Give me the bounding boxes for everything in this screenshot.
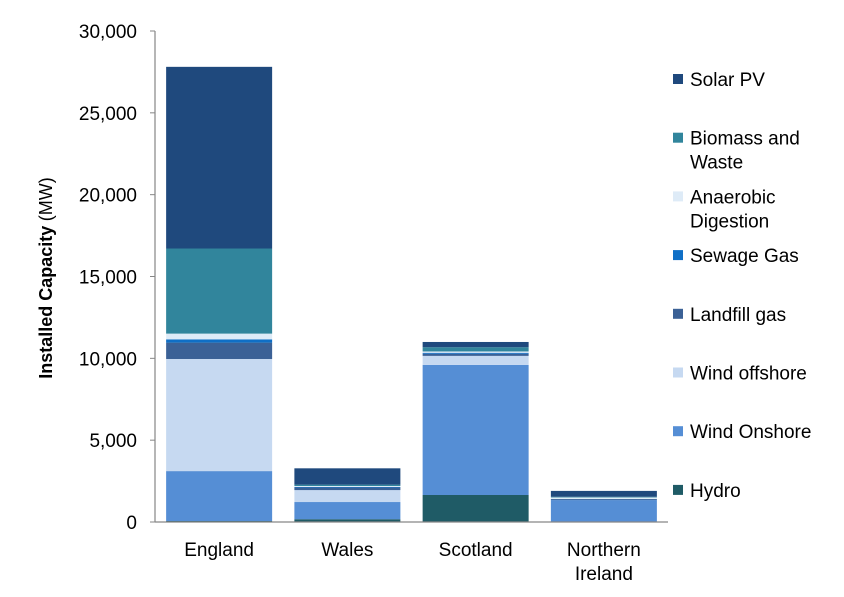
legend-label-1: Wind Onshore	[690, 422, 811, 443]
legend-swatch-7	[673, 74, 683, 84]
bar-segment-4-0	[166, 339, 273, 343]
bars-group	[166, 66, 657, 522]
x-tick-label-0: England	[184, 540, 254, 561]
y-axis-title-main: Installed Capacity	[36, 226, 56, 379]
bar-segment-5-2	[422, 351, 529, 353]
bar-segment-0-1	[294, 519, 401, 522]
legend-swatch-0	[673, 484, 683, 495]
bar-segment-1-2	[422, 364, 529, 495]
y-tick-labels: 0 5,000 10,000 15,000 20,000 25,000 30,000	[79, 22, 155, 534]
y-tick-label-3: 15,000	[79, 268, 137, 289]
bar-segment-7-0	[166, 66, 273, 249]
bar-segment-1-1	[294, 502, 401, 520]
bar-segment-3-3	[550, 499, 657, 501]
legend-swatch-5	[673, 191, 683, 202]
bar-segment-6-2	[422, 347, 529, 352]
y-tick-label-0: 0	[126, 513, 137, 534]
legend-label-7: Solar PV	[690, 70, 765, 91]
bar-segment-1-0	[166, 471, 273, 522]
bar-segment-2-0	[166, 358, 273, 472]
bar-segment-3-0	[166, 342, 273, 359]
legend-swatch-2	[673, 367, 683, 378]
legend-label-5: Anaerobic Digestion	[690, 187, 776, 232]
bar-segment-7-1	[294, 468, 401, 485]
legend-swatch-4	[673, 250, 683, 261]
bar-segment-3-2	[422, 353, 529, 356]
legend-swatch-1	[673, 426, 683, 437]
bar-segment-5-3	[550, 497, 657, 499]
bar-segment-5-1	[294, 485, 401, 487]
legend-swatch-3	[673, 308, 683, 319]
bar-segment-4-2	[422, 352, 529, 354]
y-axis-title-unit: (MW)	[36, 177, 56, 221]
bar-segment-5-0	[166, 333, 273, 340]
legend-label-3: Landfill gas	[690, 305, 786, 326]
bar-segment-2-1	[294, 490, 401, 503]
bar-segment-2-2	[422, 355, 529, 365]
legend: Solar PV Biomass and Waste Anaerobic Digesti…	[673, 70, 811, 502]
x-tick-label-1: Wales	[321, 540, 373, 561]
bar-segment-6-1	[294, 484, 401, 486]
x-tick-label-2: Scotland	[439, 540, 513, 561]
legend-swatch-6	[673, 132, 683, 143]
bar-segment-6-3	[550, 496, 657, 498]
y-tick-label-4: 20,000	[79, 186, 137, 207]
y-tick-label-2: 10,000	[79, 349, 137, 370]
legend-label-4: Sewage Gas	[690, 246, 799, 267]
bar-segment-6-0	[166, 248, 273, 334]
bar-segment-7-3	[550, 490, 657, 497]
bar-segment-3-1	[294, 487, 401, 491]
y-tick-label-5: 25,000	[79, 104, 137, 125]
x-tick-labels: England Wales Scotland Northern Ireland	[184, 540, 641, 585]
bar-segment-0-2	[422, 495, 529, 522]
y-axis-title: Installed Capacity (MW)	[36, 177, 56, 379]
y-tick-label-6: 30,000	[79, 22, 137, 43]
legend-label-0: Hydro	[690, 481, 741, 502]
bar-segment-1-3	[550, 500, 657, 522]
y-tick-label-1: 5,000	[89, 431, 137, 452]
legend-label-6: Biomass and Waste	[690, 129, 800, 174]
bar-segment-7-2	[422, 341, 529, 348]
x-tick-label-3: Northern Ireland	[567, 540, 641, 585]
legend-label-2: Wind offshore	[690, 364, 807, 385]
